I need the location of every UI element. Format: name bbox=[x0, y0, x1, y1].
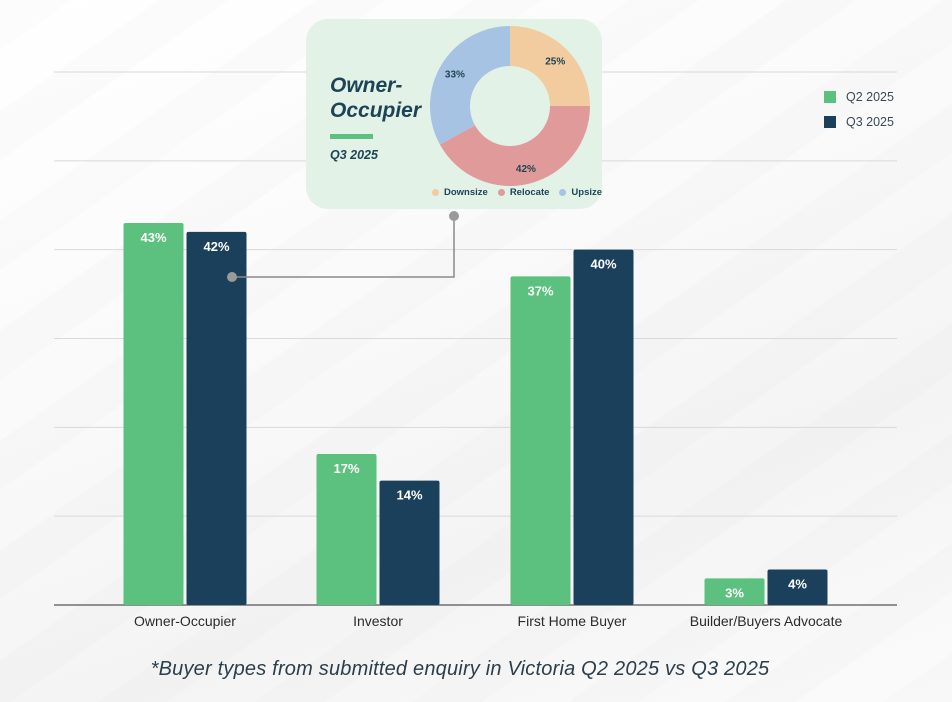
connector-line bbox=[232, 216, 455, 278]
donut-slice-label: 33% bbox=[445, 69, 465, 80]
connector-dot-callout bbox=[449, 211, 459, 221]
category-label: Builder/Buyers Advocate bbox=[690, 613, 843, 629]
bar-q2 bbox=[123, 223, 184, 605]
donut-legend-dot-relocate bbox=[497, 189, 505, 196]
bar-value-label: 42% bbox=[203, 239, 229, 254]
legend: Q2 2025 Q3 2025 bbox=[824, 84, 894, 134]
legend-label-q3: Q3 2025 bbox=[846, 114, 894, 129]
owner-occupier-breakdown-callout: Owner- Occupier Q3 2025 25% 42% 33% Downsi… bbox=[306, 19, 602, 209]
donut-legend-label-upsize: Upsize bbox=[571, 187, 603, 198]
category-label: Investor bbox=[353, 613, 403, 629]
chart-caption: *Buyer types from submitted enquiry in V… bbox=[150, 658, 770, 680]
legend-swatch-q2 bbox=[824, 90, 836, 103]
bar-value-label: 14% bbox=[396, 488, 422, 503]
category-label: First Home Buyer bbox=[518, 613, 627, 629]
bar-value-label: 43% bbox=[140, 230, 166, 245]
donut-slice-label: 25% bbox=[545, 57, 565, 68]
donut-legend-label-relocate: Relocate bbox=[509, 187, 550, 198]
donut-slice-relocate bbox=[439, 106, 590, 187]
donut-legend-label-downsize: Downsize bbox=[444, 187, 488, 198]
bar-q2 bbox=[510, 276, 571, 605]
bar-value-label: 4% bbox=[788, 576, 807, 591]
legend-label-q2: Q2 2025 bbox=[846, 89, 894, 104]
bar-q2 bbox=[316, 453, 377, 605]
bar-value-label: 37% bbox=[527, 283, 553, 298]
category-labels: Owner-Occupier Investor First Home Buyer Bu… bbox=[134, 613, 842, 629]
bars: 43% 42% 17% 14% 37% 40% 3% 4% bbox=[123, 223, 828, 605]
category-label: Owner-Occupier bbox=[134, 613, 236, 629]
bar-q3 bbox=[379, 480, 440, 605]
bar-value-label: 17% bbox=[333, 461, 359, 476]
donut-legend-dot-downsize bbox=[432, 189, 439, 196]
donut-slices: 25% 42% 33% bbox=[430, 26, 590, 187]
donut-legend: Downsize Relocate Upsize bbox=[432, 187, 602, 198]
donut-slice-upsize bbox=[430, 26, 510, 145]
donut-slice-downsize bbox=[510, 26, 590, 106]
donut-legend-dot-upsize bbox=[559, 189, 567, 196]
legend-swatch-q3 bbox=[824, 115, 836, 128]
callout-title-line1: Owner- bbox=[330, 74, 403, 97]
donut-legend-relocate: Relocate bbox=[497, 187, 550, 198]
callout-title-line2: Occupier bbox=[330, 99, 422, 122]
legend-item-q2: Q2 2025 bbox=[824, 84, 894, 109]
callout-title: Owner- Occupier bbox=[330, 73, 440, 123]
donut-legend-upsize: Upsize bbox=[559, 187, 602, 198]
bar-q3 bbox=[767, 569, 828, 605]
legend-item-q3: Q3 2025 bbox=[824, 109, 894, 134]
connector-dot-bar bbox=[227, 272, 237, 282]
donut-chart: 25% 42% 33% bbox=[430, 26, 590, 187]
bar-value-label: 40% bbox=[590, 257, 616, 272]
callout-accent-bar bbox=[330, 134, 373, 139]
donut-legend-downsize: Downsize bbox=[432, 187, 488, 198]
donut-slice-label: 42% bbox=[516, 164, 536, 175]
callout-subtitle: Q3 2025 bbox=[330, 148, 378, 162]
bar-q3 bbox=[573, 249, 634, 605]
bar-q3 bbox=[186, 231, 247, 605]
bar-value-label: 3% bbox=[725, 585, 744, 600]
bar-q2 bbox=[704, 578, 765, 605]
callout-connector bbox=[227, 211, 459, 282]
